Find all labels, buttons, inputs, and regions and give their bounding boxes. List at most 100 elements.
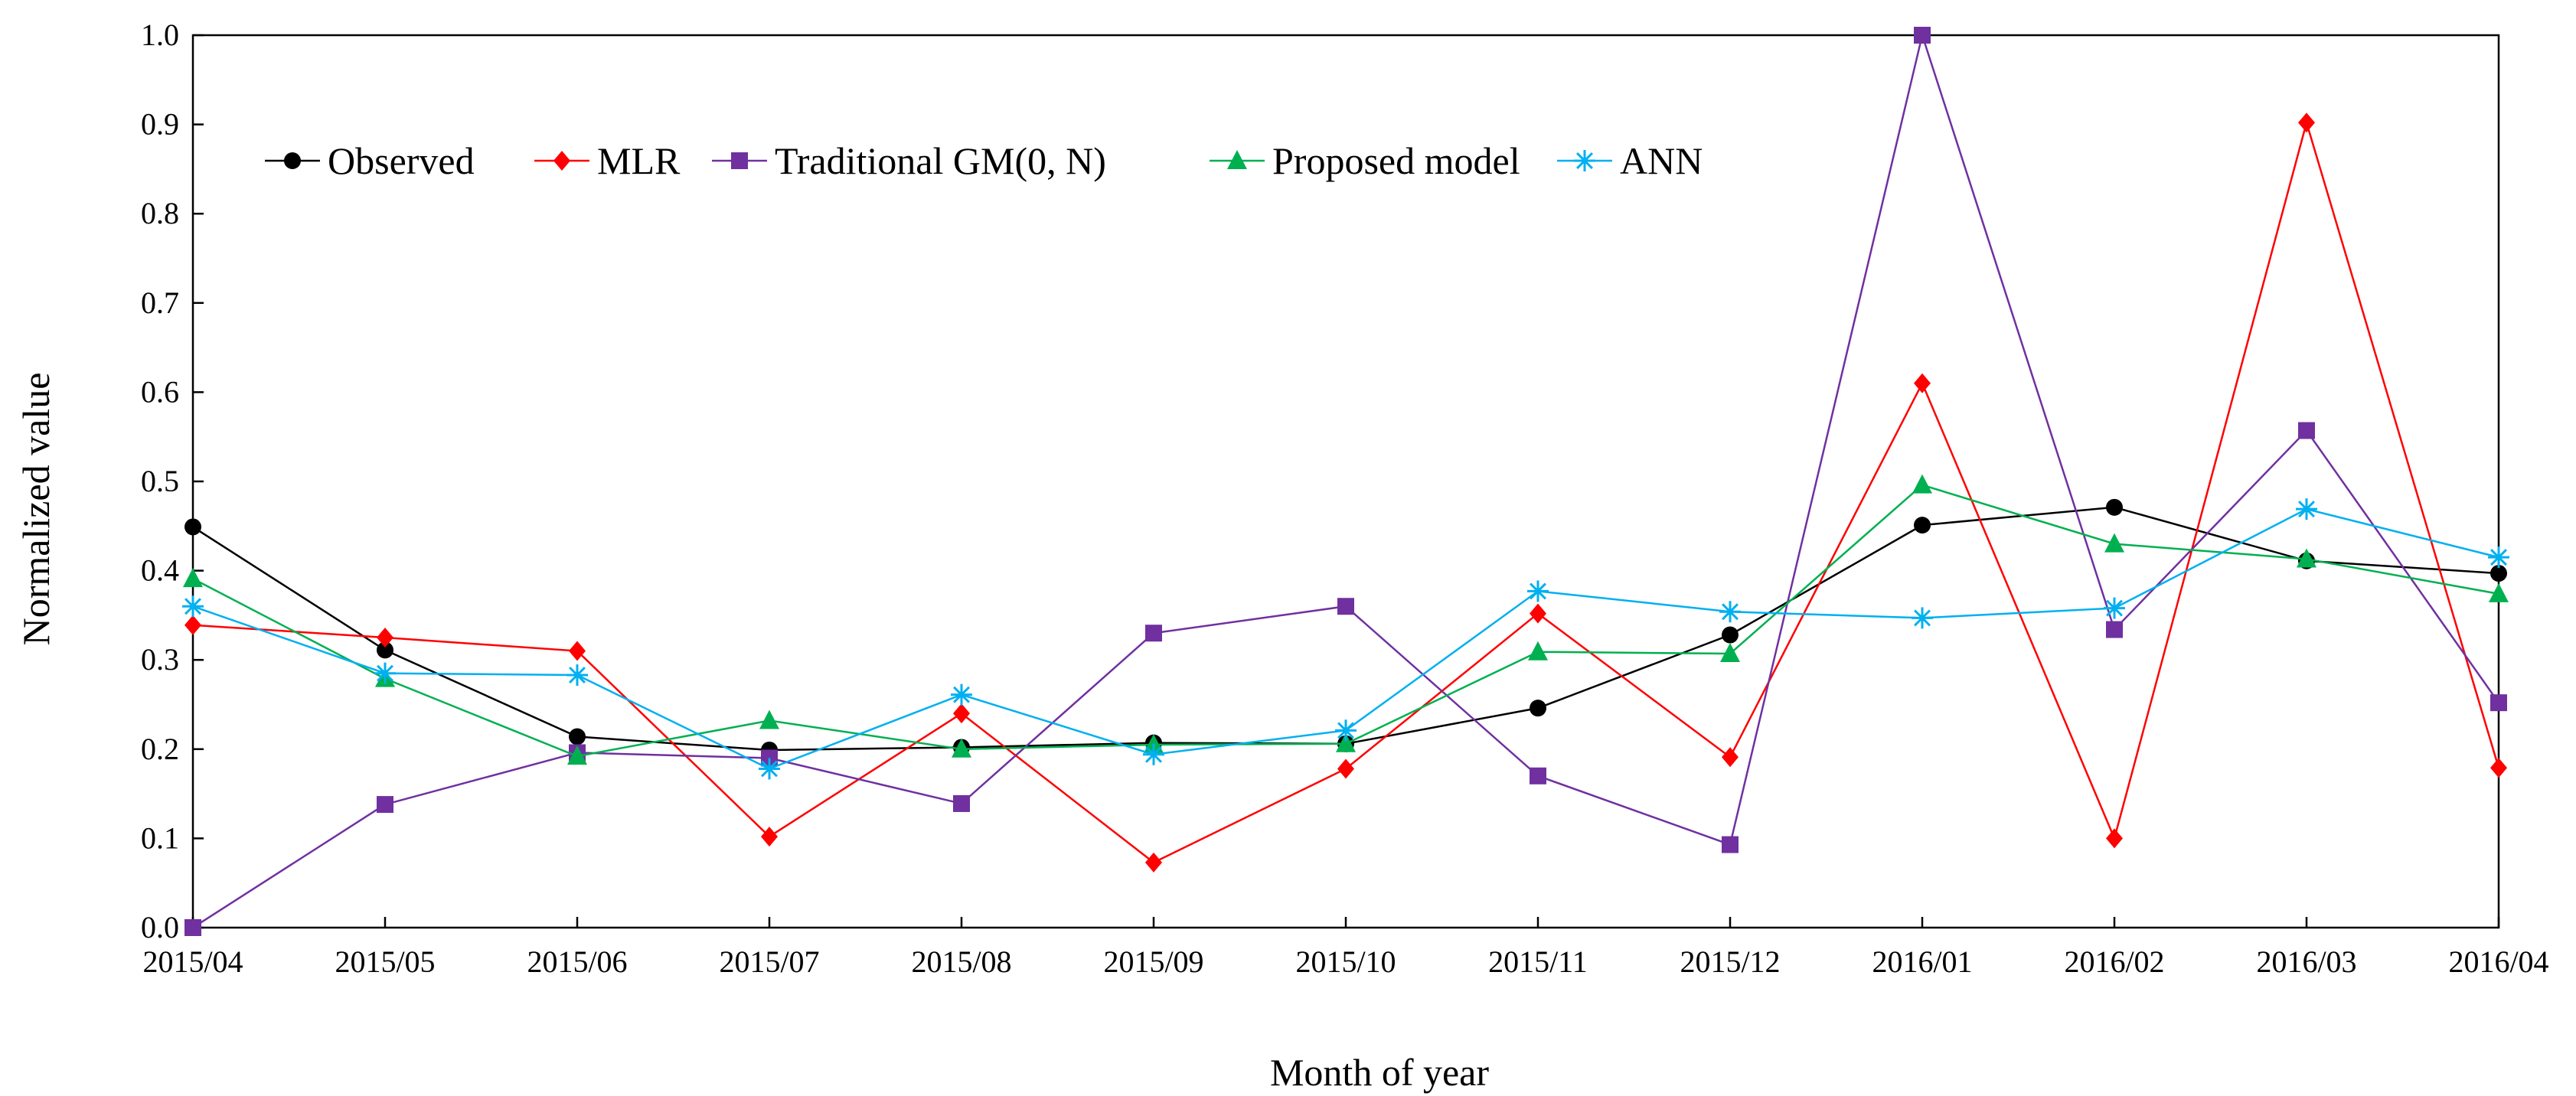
legend-marker: [553, 151, 570, 171]
x-tick-label: 2015/06: [527, 944, 627, 979]
data-point-mlr: [1145, 852, 1162, 873]
x-axis-ticks: 2015/04 2015/05 2015/06 2015/07 2015/08 2015/…: [142, 917, 2549, 979]
data-point-observed: [1914, 517, 1931, 534]
x-tick-label: 2016/04: [2448, 944, 2548, 979]
y-tick-label: 0.5: [141, 464, 179, 498]
data-point-traditional-gm-0-n: [953, 794, 970, 812]
data-point-proposed-model: [2489, 582, 2509, 602]
data-point-ann: [2488, 546, 2509, 569]
data-point-ann: [566, 664, 588, 687]
data-point-ann: [759, 758, 780, 780]
data-point-proposed-model: [2297, 548, 2316, 568]
data-point-ann: [2104, 597, 2125, 619]
data-point-proposed-model: [1720, 643, 1740, 663]
series-line-observed: [192, 506, 2499, 752]
data-point-observed: [184, 518, 201, 536]
legend-marker: [1574, 150, 1595, 171]
legend-marker: [284, 152, 301, 169]
legend-item-ann: ANN: [1557, 139, 1703, 182]
data-point-mlr: [1722, 747, 1739, 768]
y-axis-title: Normalized value: [15, 373, 57, 646]
x-tick-label: 2016/01: [1872, 944, 1972, 979]
data-point-mlr: [1530, 603, 1546, 624]
y-tick-label: 0.3: [141, 642, 179, 677]
data-point-mlr: [184, 615, 201, 635]
data-point-traditional-gm-0-n: [1722, 836, 1739, 853]
data-point-traditional-gm-0-n: [1145, 625, 1162, 642]
data-point-observed: [1530, 700, 1546, 717]
y-tick-label: 0.2: [141, 732, 179, 766]
legend-item-observed: Observed: [265, 139, 475, 182]
series-line-proposed-model: [192, 484, 2499, 758]
data-point-observed: [377, 641, 393, 659]
data-point-mlr: [2106, 828, 2123, 849]
data-point-ann: [951, 683, 972, 706]
data-point-proposed-model: [1912, 474, 1932, 494]
y-tick-label: 0.1: [141, 820, 179, 855]
legend-marker: [1227, 150, 1247, 169]
data-point-ann: [1143, 743, 1164, 765]
data-point-mlr: [761, 827, 778, 847]
data-point-mlr: [1914, 373, 1931, 393]
data-point-observed: [569, 728, 586, 745]
data-point-mlr: [2298, 113, 2315, 133]
legend: Observed MLR Traditional GM(0, N) Proposed …: [265, 139, 1703, 182]
x-tick-label: 2015/08: [911, 944, 1011, 979]
data-point-traditional-gm-0-n: [184, 919, 201, 936]
data-point-traditional-gm-0-n: [2298, 422, 2315, 439]
series-proposed-model: [183, 474, 2509, 765]
y-tick-label: 1.0: [141, 18, 179, 52]
series-ann: [182, 498, 2509, 780]
data-point-traditional-gm-0-n: [2106, 621, 2123, 638]
x-tick-label: 2015/12: [1680, 944, 1780, 979]
data-point-observed: [2106, 498, 2123, 516]
legend-marker: [731, 152, 748, 169]
x-axis-title: Month of year: [1270, 1051, 1489, 1094]
data-point-mlr: [569, 641, 586, 661]
data-point-ann: [2296, 498, 2317, 520]
legend-label: Proposed model: [1272, 139, 1520, 182]
data-point-ann: [1527, 580, 1549, 602]
y-axis-ticks: 0.0 0.1 0.2 0.3 0.4 0.5 0.6 0.7 0.8 0.9 1.0: [141, 18, 204, 944]
data-point-observed: [2490, 565, 2507, 582]
x-tick-label: 2015/11: [1488, 944, 1588, 979]
data-point-traditional-gm-0-n: [1530, 767, 1546, 784]
y-tick-label: 0.9: [141, 107, 179, 142]
data-point-ann: [374, 662, 396, 684]
x-tick-label: 2015/07: [719, 944, 819, 979]
data-point-traditional-gm-0-n: [1337, 598, 1354, 615]
data-point-proposed-model: [1336, 732, 1356, 752]
series-observed: [184, 498, 2507, 758]
legend-label: Traditional GM(0, N): [775, 139, 1106, 182]
data-point-mlr: [1337, 758, 1354, 779]
series-layer: [182, 27, 2509, 936]
data-point-traditional-gm-0-n: [377, 796, 393, 814]
y-tick-label: 0.4: [141, 553, 179, 588]
x-tick-label: 2015/09: [1103, 944, 1203, 979]
data-point-traditional-gm-0-n: [1914, 27, 1931, 44]
x-tick-label: 2016/03: [2256, 944, 2356, 979]
legend-item-mlr: MLR: [534, 139, 681, 182]
data-point-proposed-model: [567, 745, 587, 765]
data-point-mlr: [2490, 758, 2507, 778]
data-point-ann: [1912, 607, 1933, 629]
data-point-proposed-model: [952, 738, 971, 758]
data-point-mlr: [377, 628, 393, 648]
data-point-proposed-model: [183, 568, 203, 588]
x-tick-label: 2015/05: [335, 944, 435, 979]
data-point-traditional-gm-0-n: [2490, 694, 2507, 712]
legend-label: ANN: [1620, 139, 1703, 182]
legend-label: MLR: [597, 139, 681, 182]
y-tick-label: 0.7: [141, 285, 179, 320]
data-point-ann: [1335, 719, 1357, 742]
data-point-mlr: [953, 703, 970, 724]
data-point-proposed-model: [1528, 641, 1548, 661]
series-mlr: [184, 113, 2507, 873]
data-point-observed: [1722, 626, 1739, 644]
data-point-ann: [182, 595, 204, 618]
data-point-proposed-model: [759, 709, 779, 729]
legend-label: Observed: [328, 139, 475, 182]
y-tick-label: 0.6: [141, 374, 179, 409]
x-tick-label: 2015/10: [1295, 944, 1396, 979]
